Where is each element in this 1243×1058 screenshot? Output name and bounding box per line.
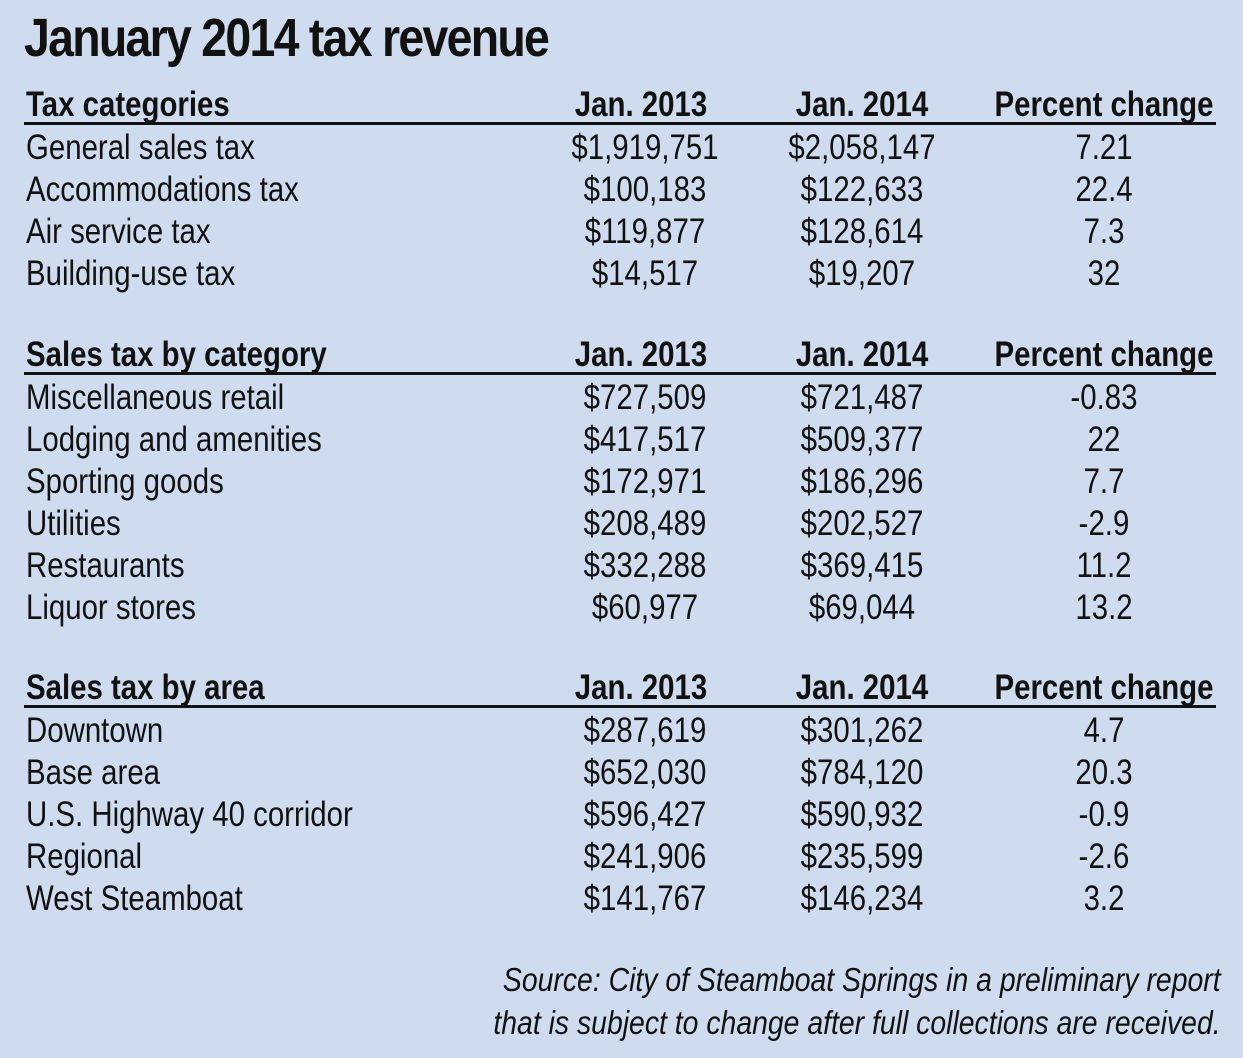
percent-change: 4.7	[1083, 711, 1125, 750]
column-header-percent-change: Percent change	[994, 668, 1214, 707]
value-2013: $208,489	[583, 504, 707, 543]
value-2014: $369,415	[800, 546, 924, 585]
value-2013: $100,183	[583, 170, 707, 209]
table-row: Air service tax $119,877 $128,614 7.3	[24, 211, 1216, 253]
table-row: Miscellaneous retail $727,509 $721,487 -…	[24, 377, 1216, 419]
section-tax-categories: Tax categories Jan. 2013 Jan. 2014 Perce…	[24, 86, 1216, 295]
percent-change: -0.9	[1078, 795, 1130, 834]
section-sales-by-category: Sales tax by category Jan. 2013 Jan. 201…	[24, 336, 1216, 629]
table-row: Restaurants $332,288 $369,415 11.2	[24, 545, 1216, 587]
value-2013: $14,517	[591, 254, 699, 293]
row-label: Restaurants	[26, 546, 185, 585]
row-label: U.S. Highway 40 corridor	[26, 795, 353, 834]
table-row: Base area $652,030 $784,120 20.3	[24, 752, 1216, 794]
table-row: Building-use tax $14,517 $19,207 32	[24, 253, 1216, 295]
row-label: Liquor stores	[26, 588, 196, 627]
percent-change: 7.3	[1083, 212, 1125, 251]
percent-change: 7.7	[1083, 462, 1125, 501]
section-heading: Sales tax by area	[26, 668, 265, 707]
column-header-2013: Jan. 2013	[574, 85, 708, 124]
percent-change: 11.2	[1076, 546, 1132, 585]
column-header-2014: Jan. 2014	[795, 85, 929, 124]
page-title: January 2014 tax revenue	[24, 8, 550, 68]
column-header-2014: Jan. 2014	[795, 668, 929, 707]
table-row: West Steamboat $141,767 $146,234 3.2	[24, 878, 1216, 920]
percent-change: 22.4	[1075, 170, 1133, 209]
column-header-percent-change: Percent change	[994, 335, 1214, 374]
value-2013: $119,877	[584, 212, 706, 251]
value-2014: $235,599	[800, 837, 924, 876]
value-2014: $590,932	[800, 795, 924, 834]
value-2013: $60,977	[591, 588, 699, 627]
table-row: Liquor stores $60,977 $69,044 13.2	[24, 587, 1216, 629]
row-label: Sporting goods	[26, 462, 224, 501]
table-row: Utilities $208,489 $202,527 -2.9	[24, 503, 1216, 545]
value-2013: $241,906	[583, 837, 707, 876]
table-row: Accommodations tax $100,183 $122,633 22.…	[24, 169, 1216, 211]
value-2013: $287,619	[583, 711, 707, 750]
value-2014: $146,234	[800, 879, 924, 918]
row-label: Building-use tax	[26, 254, 236, 293]
source-line-1: Source: City of Steamboat Springs in a p…	[503, 961, 1222, 998]
section-heading: Sales tax by category	[26, 335, 327, 374]
value-2013: $332,288	[583, 546, 707, 585]
row-label: Accommodations tax	[26, 170, 299, 209]
table-row: Sporting goods $172,971 $186,296 7.7	[24, 461, 1216, 503]
percent-change: 32	[1087, 254, 1121, 293]
value-2013: $652,030	[583, 753, 707, 792]
table-row: Downtown $287,619 $301,262 4.7	[24, 710, 1216, 752]
value-2014: $2,058,147	[788, 128, 936, 167]
column-header-percent-change: Percent change	[994, 85, 1214, 124]
table-row: Regional $241,906 $235,599 -2.6	[24, 836, 1216, 878]
percent-change: 20.3	[1075, 753, 1133, 792]
percent-change: 3.2	[1083, 879, 1125, 918]
column-header-2014: Jan. 2014	[795, 335, 929, 374]
value-2014: $721,487	[800, 378, 924, 417]
percent-change: -2.9	[1078, 504, 1130, 543]
section-header: Sales tax by area Jan. 2013 Jan. 2014 Pe…	[24, 669, 1216, 708]
value-2013: $727,509	[583, 378, 707, 417]
value-2014: $509,377	[800, 420, 924, 459]
column-header-2013: Jan. 2013	[574, 668, 708, 707]
value-2013: $417,517	[583, 420, 707, 459]
table-row: General sales tax $1,919,751 $2,058,147 …	[24, 127, 1216, 169]
row-label: General sales tax	[26, 128, 255, 167]
table-row: U.S. Highway 40 corridor $596,427 $590,9…	[24, 794, 1216, 836]
value-2014: $202,527	[800, 504, 924, 543]
table-row: Lodging and amenities $417,517 $509,377 …	[24, 419, 1216, 461]
section-header: Tax categories Jan. 2013 Jan. 2014 Perce…	[24, 86, 1216, 125]
source-line-2: that is subject to change after full col…	[493, 1004, 1221, 1041]
source-note: Source: City of Steamboat Springs in a p…	[494, 958, 1221, 1044]
value-2014: $784,120	[800, 753, 924, 792]
section-heading: Tax categories	[26, 85, 230, 124]
value-2014: $128,614	[800, 212, 924, 251]
section-header: Sales tax by category Jan. 2013 Jan. 201…	[24, 336, 1216, 375]
row-label: Air service tax	[26, 212, 211, 251]
percent-change: 13.2	[1075, 588, 1133, 627]
value-2014: $301,262	[800, 711, 924, 750]
row-label: Miscellaneous retail	[26, 378, 285, 417]
row-label: Base area	[26, 753, 161, 792]
value-2013: $596,427	[583, 795, 707, 834]
percent-change: 7.21	[1075, 128, 1133, 167]
row-label: Lodging and amenities	[26, 420, 322, 459]
value-2014: $186,296	[800, 462, 924, 501]
row-label: West Steamboat	[26, 879, 243, 918]
row-label: Regional	[26, 837, 143, 876]
column-header-2013: Jan. 2013	[574, 335, 708, 374]
value-2013: $1,919,751	[571, 128, 719, 167]
value-2014: $69,044	[808, 588, 916, 627]
percent-change: 22	[1087, 420, 1121, 459]
section-sales-by-area: Sales tax by area Jan. 2013 Jan. 2014 Pe…	[24, 669, 1216, 920]
percent-change: -2.6	[1078, 837, 1130, 876]
value-2013: $172,971	[583, 462, 707, 501]
row-label: Utilities	[26, 504, 121, 543]
value-2013: $141,767	[583, 879, 707, 918]
percent-change: -0.83	[1070, 378, 1138, 417]
row-label: Downtown	[26, 711, 164, 750]
value-2014: $19,207	[808, 254, 916, 293]
value-2014: $122,633	[800, 170, 924, 209]
